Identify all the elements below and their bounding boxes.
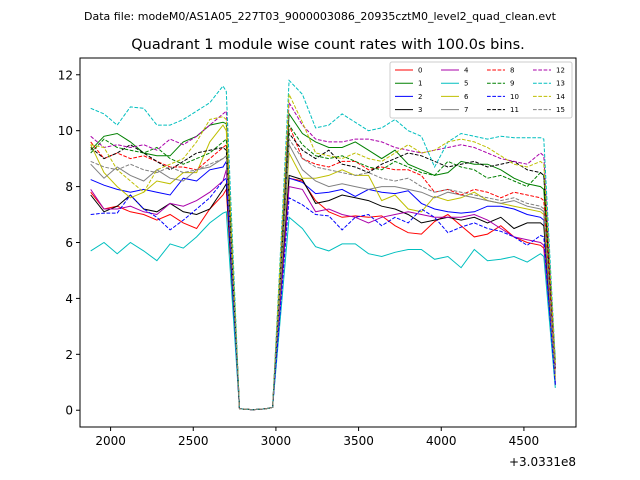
y-tick-label: 0	[65, 404, 73, 418]
series-line-8	[90, 124, 556, 411]
series-line-2	[90, 159, 556, 411]
series-line-13	[90, 79, 556, 411]
x-tick-label: 3000	[261, 434, 292, 448]
chart-title: Quadrant 1 module wise count rates with …	[131, 37, 525, 53]
legend-label-12: 12	[556, 67, 565, 75]
figure-suptitle: Data file: modeM0/AS1A05_227T03_90000030…	[84, 10, 557, 23]
series-layer	[90, 79, 556, 411]
x-tick-label: 2500	[178, 434, 209, 448]
y-tick-label: 12	[58, 68, 73, 82]
legend-box	[389, 61, 573, 119]
series-line-5	[90, 211, 556, 411]
legend-label-2: 2	[418, 93, 422, 101]
series-line-11	[90, 132, 556, 411]
y-tick-label: 2	[65, 348, 73, 362]
legend-label-8: 8	[510, 67, 514, 75]
x-tick-label: 4000	[426, 434, 457, 448]
x-tick-label: 3500	[343, 434, 374, 448]
legend-label-3: 3	[418, 106, 422, 114]
legend-label-13: 13	[556, 80, 565, 88]
legend-label-9: 9	[510, 80, 514, 88]
y-tick-label: 8	[65, 180, 73, 194]
legend-label-1: 1	[418, 80, 422, 88]
x-tick-label: 4500	[509, 434, 540, 448]
legend-label-14: 14	[556, 93, 565, 101]
legend-label-10: 10	[510, 93, 519, 101]
series-line-6	[90, 124, 556, 411]
legend-label-7: 7	[464, 106, 468, 114]
y-tick-label: 10	[58, 124, 73, 138]
x-tick-label: 2000	[95, 434, 126, 448]
series-line-10	[90, 177, 556, 411]
legend-label-0: 0	[418, 67, 422, 75]
y-tick-label: 4	[65, 292, 73, 306]
x-offset-label: +3.0331e8	[509, 455, 576, 469]
legend-label-11: 11	[510, 106, 519, 114]
legend-label-6: 6	[464, 93, 469, 101]
series-line-9	[90, 123, 556, 411]
series-line-15	[90, 137, 556, 411]
series-line-12	[90, 101, 556, 411]
series-line-3	[90, 174, 556, 411]
series-line-14	[90, 94, 556, 411]
y-tick-label: 6	[65, 236, 73, 250]
series-line-0	[90, 177, 556, 411]
legend-label-4: 4	[464, 67, 469, 75]
series-line-4	[90, 169, 556, 411]
series-line-7	[90, 142, 556, 411]
series-line-1	[90, 112, 556, 411]
legend-label-15: 15	[556, 106, 565, 114]
legend-label-5: 5	[464, 80, 468, 88]
